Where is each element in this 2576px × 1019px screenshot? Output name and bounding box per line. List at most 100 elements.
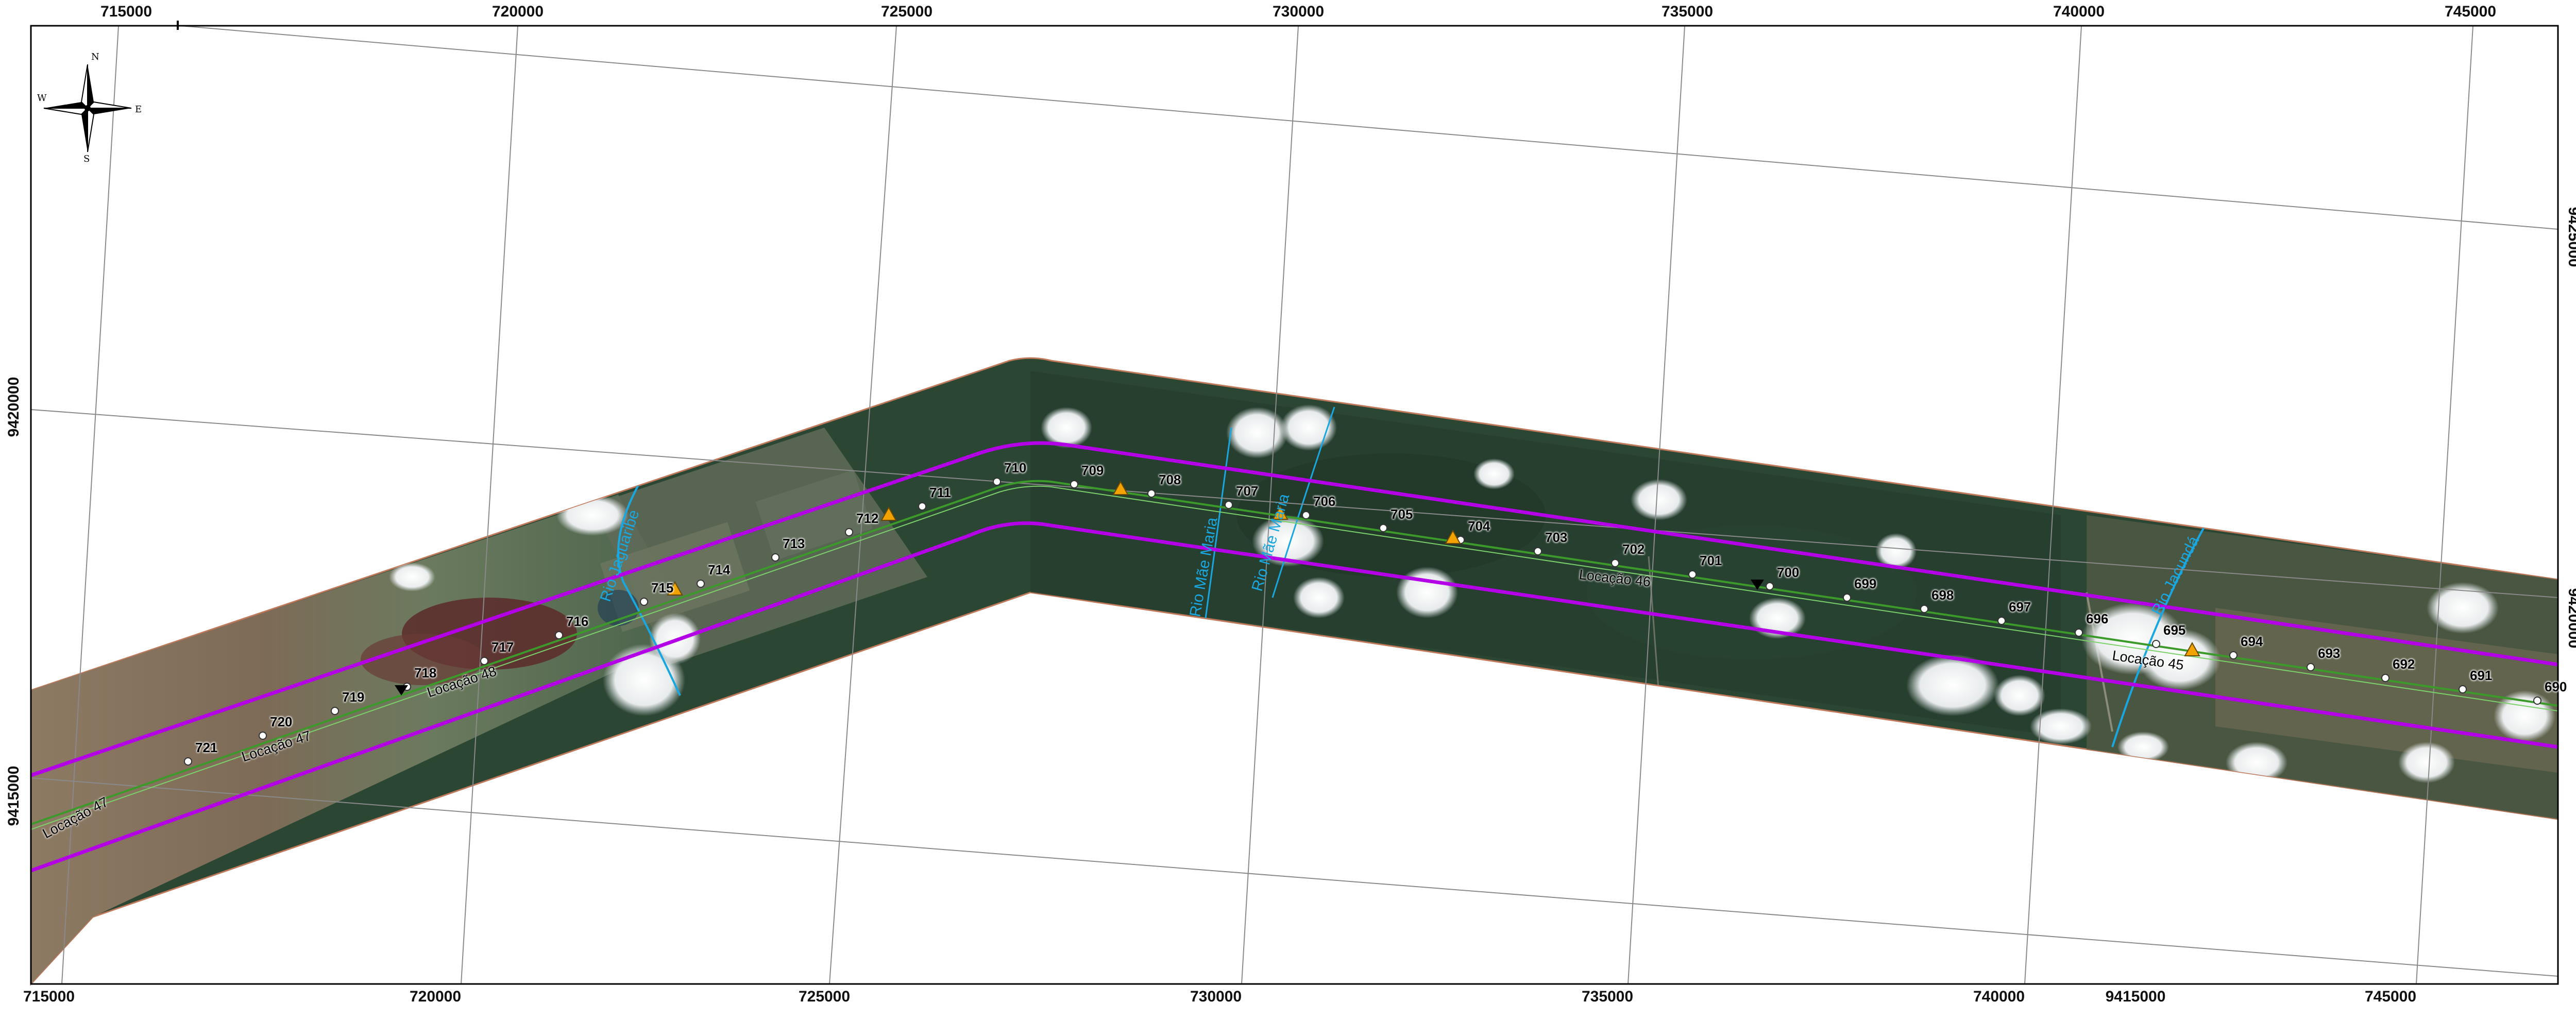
route-marker-label: 713 xyxy=(783,536,805,551)
route-marker-dot[interactable] xyxy=(2459,685,2467,693)
route-marker-label: 692 xyxy=(2393,656,2415,672)
route-line xyxy=(30,480,2558,825)
compass-south: S xyxy=(83,154,90,164)
route-marker-label: 690 xyxy=(2545,679,2567,694)
triangle-marker-icon[interactable] xyxy=(1445,529,1461,544)
route-marker-dot[interactable] xyxy=(2307,663,2315,671)
route-marker-dot[interactable] xyxy=(845,528,853,536)
bottom-coordinate: 715000 xyxy=(23,988,75,1005)
buffer-line-south xyxy=(30,521,2558,873)
route-marker-dot[interactable] xyxy=(2075,629,2083,637)
left-coordinate: 9415000 xyxy=(5,766,22,826)
route-marker-dot[interactable] xyxy=(2381,674,2389,682)
route-marker-label: 710 xyxy=(1004,460,1027,475)
route-markers xyxy=(184,478,2541,766)
route-marker-label: 708 xyxy=(1159,472,1181,487)
river-mae-maria-2 xyxy=(1272,406,1335,598)
route-marker-label: 697 xyxy=(2009,599,2031,615)
triangle-marker-icon[interactable] xyxy=(667,581,683,596)
route-marker-dot[interactable] xyxy=(1302,511,1310,519)
inverted-marker-icon[interactable] xyxy=(1751,580,1764,590)
top-coordinate: 740000 xyxy=(2053,3,2105,20)
route-marker-label: 716 xyxy=(566,614,589,629)
top-coordinate: 725000 xyxy=(880,3,933,20)
route-marker-dot[interactable] xyxy=(918,502,926,511)
route-marker-dot[interactable] xyxy=(2152,640,2160,648)
route-marker-dot[interactable] xyxy=(1997,617,2006,625)
route-marker-label: 703 xyxy=(1545,530,1568,545)
route-marker-label: 720 xyxy=(270,714,293,729)
top-coordinate: 745000 xyxy=(2444,3,2497,20)
right-coordinate: 9420000 xyxy=(2565,588,2576,649)
compass-rose-icon xyxy=(43,64,132,152)
route-marker-label: 705 xyxy=(1391,506,1413,522)
satellite-imagery xyxy=(30,357,2559,986)
rivers xyxy=(617,406,2206,748)
route-marker-dot[interactable] xyxy=(1611,559,1619,567)
coordinate-grid xyxy=(30,25,2558,984)
river-jacunda xyxy=(2111,525,2206,748)
bottom-coordinate: 745000 xyxy=(2364,988,2417,1005)
route-marker-label: 699 xyxy=(1854,576,1877,591)
triangle-marker-icon[interactable] xyxy=(2184,641,2200,656)
route-marker-label: 695 xyxy=(2163,622,2186,638)
route-marker-dot[interactable] xyxy=(1688,570,1697,579)
route-marker-dot[interactable] xyxy=(331,707,339,715)
route-marker-dot[interactable] xyxy=(2533,697,2541,705)
compass-west: W xyxy=(37,93,47,104)
route-marker-label: 712 xyxy=(856,511,879,526)
route-marker-dot[interactable] xyxy=(1147,489,1156,498)
route-marker-label: 721 xyxy=(195,740,218,755)
compass-east: E xyxy=(135,104,142,115)
route-marker-dot[interactable] xyxy=(259,732,267,740)
river-jaguaribe xyxy=(617,484,681,696)
route-marker-dot[interactable] xyxy=(555,631,563,639)
route-marker-label: 706 xyxy=(1313,494,1336,509)
bottom-coordinate: 720000 xyxy=(409,988,462,1005)
route-marker-label: 717 xyxy=(492,639,514,655)
buffer-line-north xyxy=(30,441,2558,777)
right-coordinate: 9425000 xyxy=(2565,207,2576,267)
inverted-marker-icon[interactable] xyxy=(395,685,408,695)
left-coordinate: 9420000 xyxy=(5,377,22,437)
site-markers xyxy=(395,480,2200,695)
bottom-coordinate: 725000 xyxy=(798,988,851,1005)
compass-north: N xyxy=(91,52,99,62)
route-marker-label: 704 xyxy=(1468,518,1490,534)
route-marker-dot[interactable] xyxy=(1920,605,1928,613)
route-marker-dot[interactable] xyxy=(640,598,648,606)
route-marker-label: 693 xyxy=(2318,646,2341,661)
bottom-coordinate: 9415000 xyxy=(2105,988,2166,1005)
route-marker-label: 698 xyxy=(1931,587,1954,603)
triangle-marker-icon[interactable] xyxy=(1112,480,1129,495)
map-border xyxy=(30,25,2559,985)
route-marker-dot[interactable] xyxy=(993,478,1001,486)
route-marker-dot[interactable] xyxy=(697,580,705,588)
route-marker-label: 700 xyxy=(1777,565,1800,580)
top-coordinate: 715000 xyxy=(100,3,152,20)
route-marker-dot[interactable] xyxy=(480,657,488,665)
route-marker-label: 694 xyxy=(2241,634,2263,649)
route-marker-dot[interactable] xyxy=(2229,651,2238,659)
route-marker-label: 702 xyxy=(1622,541,1645,557)
route-marker-dot[interactable] xyxy=(771,553,779,562)
triangle-marker-icon[interactable] xyxy=(1272,505,1289,520)
route-marker-dot[interactable] xyxy=(1070,480,1078,488)
top-coordinate: 720000 xyxy=(492,3,544,20)
route xyxy=(30,480,2558,830)
route-marker-label: 714 xyxy=(708,562,731,578)
route-marker-dot[interactable] xyxy=(1379,524,1387,532)
route-marker-dot[interactable] xyxy=(1534,547,1542,555)
route-marker-dot[interactable] xyxy=(1843,593,1851,602)
route-marker-dot[interactable] xyxy=(1766,582,1774,590)
route-marker-dot[interactable] xyxy=(1225,501,1233,509)
bottom-coordinate: 730000 xyxy=(1190,988,1242,1005)
route-marker-label: 715 xyxy=(651,580,674,596)
route-marker-label: 691 xyxy=(2470,668,2493,683)
triangle-marker-icon[interactable] xyxy=(880,506,897,521)
route-marker-label: 701 xyxy=(1700,553,1722,568)
route-marker-label: 711 xyxy=(929,485,951,500)
route-marker-dot[interactable] xyxy=(184,757,192,766)
route-marker-label: 696 xyxy=(2086,611,2109,626)
